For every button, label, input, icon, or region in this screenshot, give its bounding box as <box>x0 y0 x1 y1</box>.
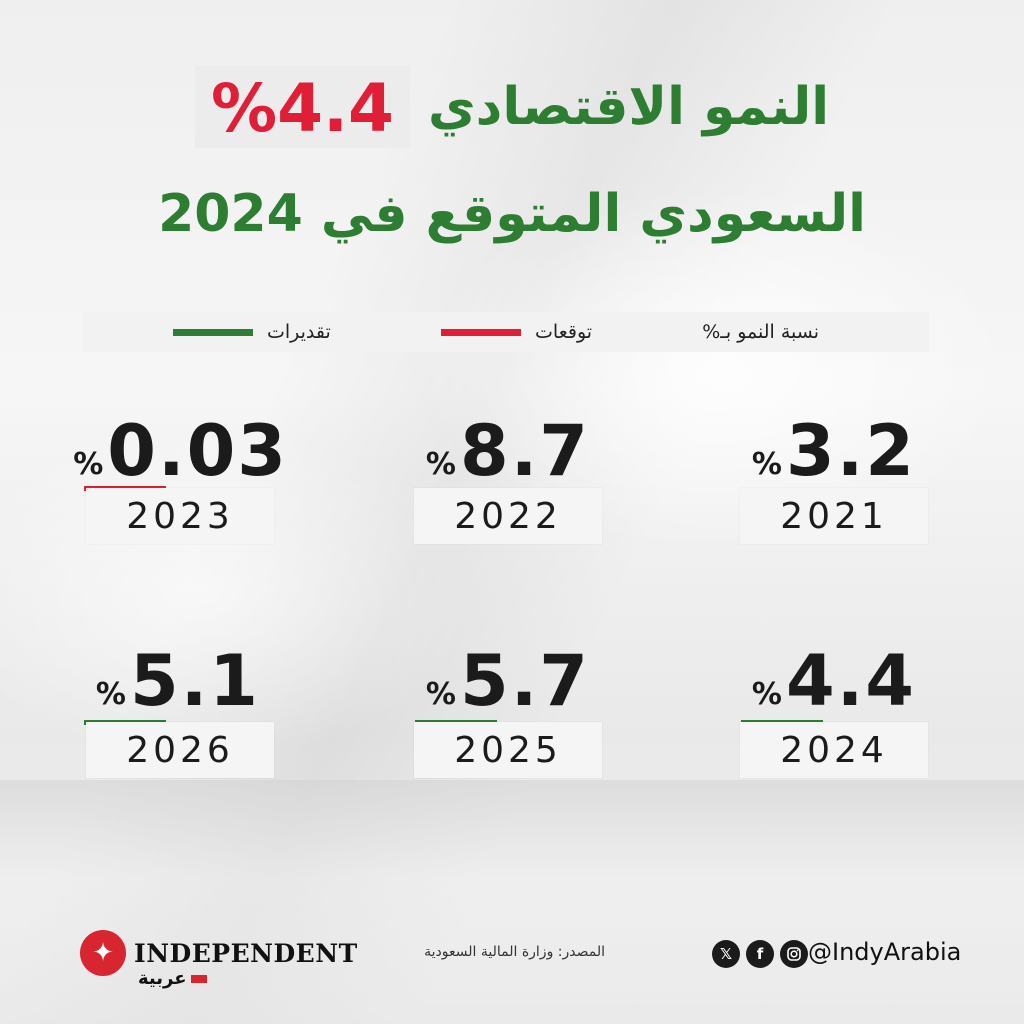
legend-forecasts-label: توقعات <box>535 321 593 343</box>
title-line-2: السعودي المتوقع في 2024 <box>0 184 1024 244</box>
value-pct: % <box>751 677 782 712</box>
logo-sub-text: عربية <box>138 968 187 989</box>
value-2024: % 4.4 <box>656 646 916 716</box>
value-pct: % <box>425 447 456 482</box>
legend-estimates-swatch <box>173 328 253 336</box>
value-number: 0.03 <box>107 410 288 492</box>
value-2021: % 3.2 <box>656 416 916 486</box>
instagram-glyph <box>787 947 801 961</box>
value-number: 5.7 <box>459 640 590 722</box>
year-box-2021: 2021 <box>740 488 928 544</box>
year-box-2024: 2024 <box>740 722 928 778</box>
value-number: 8.7 <box>459 410 590 492</box>
year-box-2026: 2026 <box>86 722 274 778</box>
instagram-icon[interactable] <box>780 940 808 968</box>
facebook-icon[interactable]: f <box>746 940 774 968</box>
legend-estimates-label: تقديرات <box>267 321 331 343</box>
title-text-2: السعودي المتوقع في 2024 <box>158 184 866 244</box>
logo-text: INDEPENDENT <box>134 938 358 968</box>
x-icon[interactable]: 𝕏 <box>712 940 740 968</box>
year-box-2023: 2023 <box>86 488 274 544</box>
value-2022: % 8.7 <box>330 416 590 486</box>
value-2026: % 5.1 <box>0 646 260 716</box>
logo-sub: عربية <box>138 968 207 989</box>
year-box-2022: 2022 <box>414 488 602 544</box>
logo-sub-bar <box>190 975 207 983</box>
eagle-icon: ✦ <box>80 930 126 976</box>
social-icons: 𝕏 f <box>712 940 808 968</box>
title-highlight: %4.4 <box>194 66 410 148</box>
legend-estimates: تقديرات <box>173 321 331 343</box>
legend-bar: نسبة النمو بـ% توقعات تقديرات <box>83 312 929 352</box>
value-number: 5.1 <box>129 640 260 722</box>
legend-forecasts-swatch <box>441 328 522 336</box>
independent-logo[interactable]: ✦ INDEPENDENT <box>80 930 358 976</box>
legend-label: نسبة النمو بـ% <box>702 321 819 343</box>
value-pct: % <box>73 447 104 482</box>
source-note: المصدر: وزارة المالية السعودية <box>424 944 605 960</box>
value-pct: % <box>425 677 456 712</box>
value-number: 3.2 <box>785 410 916 492</box>
social-handle[interactable]: @IndyArabia <box>808 938 962 966</box>
legend-forecasts: توقعات <box>441 321 592 343</box>
year-box-2025: 2025 <box>414 722 602 778</box>
value-pct: % <box>751 447 782 482</box>
value-pct: % <box>95 677 126 712</box>
value-2023: % 0.03 <box>28 416 288 486</box>
title-line-1: %4.4 النمو الاقتصادي <box>0 66 1024 148</box>
value-number: 4.4 <box>785 640 916 722</box>
title-text-1: النمو الاقتصادي <box>427 77 830 137</box>
value-2025: % 5.7 <box>330 646 590 716</box>
